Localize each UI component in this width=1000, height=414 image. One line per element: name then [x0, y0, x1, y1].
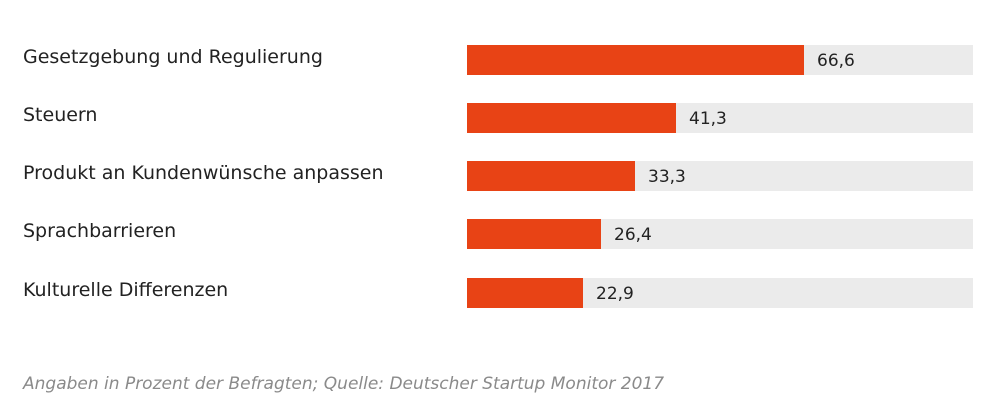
- category-label: Steuern: [23, 104, 98, 126]
- bar-track: 41,3: [467, 103, 973, 133]
- value-label: 22,9: [596, 284, 634, 304]
- bar: [467, 161, 635, 191]
- bar-track: 22,9: [467, 278, 973, 308]
- value-label: 41,3: [689, 109, 727, 129]
- bar-chart: Gesetzgebung und Regulierung 66,6 Steuern 4…: [0, 45, 1000, 318]
- bar-track: 33,3: [467, 161, 973, 191]
- bar-track: 26,4: [467, 219, 973, 249]
- chart-row: Produkt an Kundenwünsche anpassen 33,3: [0, 161, 1000, 201]
- bar-track: 66,6: [467, 45, 973, 75]
- chart-row: Kulturelle Differenzen 22,9: [0, 278, 1000, 318]
- category-label: Sprachbarrieren: [23, 220, 177, 242]
- bar: [467, 219, 601, 249]
- category-label: Gesetzgebung und Regulierung: [23, 46, 323, 68]
- bar: [467, 45, 804, 75]
- bar: [467, 103, 676, 133]
- chart-row: Sprachbarrieren 26,4: [0, 219, 1000, 259]
- chart-row: Gesetzgebung und Regulierung 66,6: [0, 45, 1000, 85]
- value-label: 66,6: [817, 51, 855, 71]
- value-label: 26,4: [614, 225, 652, 245]
- category-label: Produkt an Kundenwünsche anpassen: [23, 162, 384, 184]
- bar: [467, 278, 583, 308]
- source-footnote: Angaben in Prozent der Befragten; Quelle…: [23, 374, 665, 394]
- value-label: 33,3: [648, 167, 686, 187]
- category-label: Kulturelle Differenzen: [23, 279, 229, 301]
- chart-row: Steuern 41,3: [0, 103, 1000, 143]
